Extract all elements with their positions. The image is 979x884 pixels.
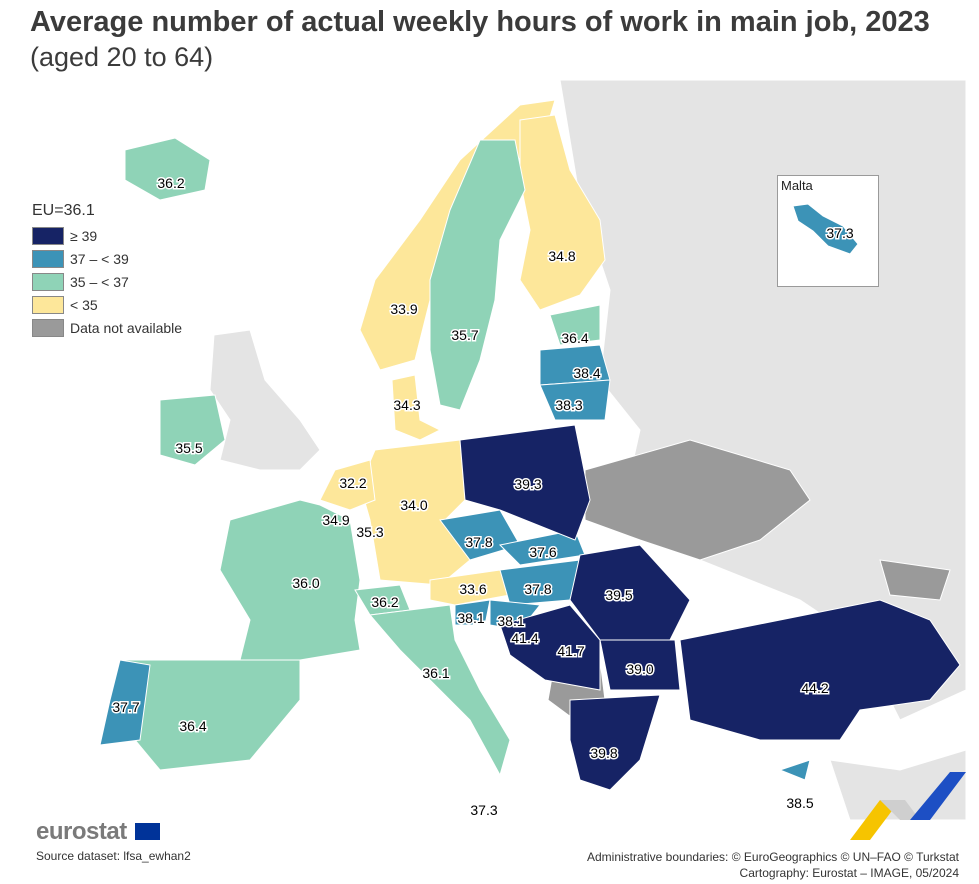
label-italy: 36.1 (422, 665, 449, 681)
legend-swatch (32, 249, 64, 268)
label-france: 36.0 (292, 575, 319, 591)
value-labels: 36.2 33.9 35.7 34.8 36.4 38.4 38.3 34.3 … (111, 174, 830, 820)
malta-shape (792, 203, 859, 255)
label-austria: 33.6 (459, 581, 486, 597)
label-greece: 39.8 (590, 745, 617, 761)
legend-swatch (32, 272, 64, 291)
eu-flag-icon (135, 823, 160, 840)
legend-swatch (32, 318, 64, 337)
label-latvia: 38.4 (573, 365, 600, 381)
label-finland: 34.8 (548, 248, 575, 264)
lithuania-shape (539, 379, 611, 421)
label-portugal: 37.7 (112, 699, 139, 715)
class-37-to-39 (99, 344, 811, 781)
bulgaria-shape (599, 639, 681, 691)
label-slovenia: 38.1 (457, 610, 484, 626)
inset-title: Malta (781, 178, 813, 193)
label-iceland: 36.2 (157, 175, 184, 191)
legend-item: 37 – < 39 (32, 247, 182, 270)
slovenia-shape (454, 599, 491, 626)
label-cyprus: 38.5 (786, 795, 813, 811)
legend-item: 35 – < 37 (32, 270, 182, 293)
label-estonia: 36.4 (561, 330, 588, 346)
turkey-shape (679, 599, 961, 741)
eurostat-logo: eurostat (36, 818, 127, 845)
class-35-to-37 (119, 137, 601, 777)
malta-inset-map: 37.3 (792, 203, 859, 255)
label-czechia: 37.8 (465, 534, 492, 550)
label-bulgaria: 39.0 (626, 661, 653, 677)
label-spain: 36.4 (179, 718, 206, 734)
label-denmark: 34.3 (393, 397, 420, 413)
legend-label: Data not available (70, 319, 183, 336)
label-hungary: 37.8 (524, 581, 551, 597)
legend-swatch (32, 295, 64, 314)
denmark-shape (391, 374, 442, 441)
ireland-shape (159, 394, 226, 466)
label-netherlands: 32.2 (339, 475, 366, 491)
label-poland: 39.3 (514, 476, 541, 492)
label-slovakia: 37.6 (529, 544, 556, 560)
estonia-shape (549, 304, 601, 346)
legend-label: < 35 (70, 296, 98, 313)
page-subtitle: (aged 20 to 64) (30, 42, 214, 72)
austria-shape (429, 569, 511, 606)
benelux-shape (319, 459, 376, 511)
cyprus-shape (778, 759, 811, 781)
credits-cartography: Cartography: Eurostat – IMAGE, 05/2024 (739, 866, 959, 880)
label-bosnia: 41.4 (511, 630, 538, 646)
map-legend: EU=36.1 ≥ 39 37 – < 39 35 – < 37 < 35 Da… (32, 202, 182, 339)
eurostat-swoosh-logo (850, 772, 966, 840)
label-ireland: 35.5 (175, 440, 202, 456)
class-39-plus (459, 424, 961, 791)
map-credits: Administrative boundaries: © EuroGeograp… (587, 849, 959, 881)
france-shape (219, 499, 361, 661)
finland-shape (519, 114, 606, 311)
legend-title: EU=36.1 (32, 202, 95, 219)
portugal-shape (99, 659, 151, 746)
serbia-bosnia-shape (499, 604, 601, 691)
legend-item: Data not available (32, 316, 182, 339)
legend-item: < 35 (32, 293, 182, 316)
label-serbia: 41.7 (557, 643, 584, 659)
greece-shape (569, 694, 661, 791)
legend-label: 35 – < 37 (70, 273, 129, 290)
credits-boundaries: Administrative boundaries: © EuroGeograp… (586, 850, 959, 864)
label-germany: 34.0 (400, 497, 427, 513)
malta-inset: Malta 37.3 (777, 175, 879, 287)
label-croatia: 38.1 (497, 613, 524, 629)
legend-label: 37 – < 39 (70, 250, 129, 267)
sweden-shape (429, 139, 526, 411)
inset-value: 37.3 (826, 225, 853, 241)
italy-shape (369, 604, 511, 777)
source-dataset: Source dataset: lfsa_ewhan2 (36, 849, 191, 863)
page-title: Average number of actual weekly hours of… (30, 6, 930, 38)
legend-label: ≥ 39 (70, 227, 98, 244)
label-norway: 33.9 (390, 301, 417, 317)
legend-item: ≥ 39 (32, 224, 182, 247)
label-malta: 37.3 (470, 802, 497, 818)
label-romania: 39.5 (605, 587, 632, 603)
iceland-shape (124, 137, 211, 201)
label-switzerland: 36.2 (371, 594, 398, 610)
label-luxembourg: 35.3 (356, 524, 383, 540)
poland-shape (459, 424, 591, 541)
label-turkey: 44.2 (801, 680, 828, 696)
label-lithuania: 38.3 (555, 397, 582, 413)
label-belgium: 34.9 (322, 512, 349, 528)
label-sweden: 35.7 (451, 327, 478, 343)
legend-swatch (32, 226, 64, 245)
